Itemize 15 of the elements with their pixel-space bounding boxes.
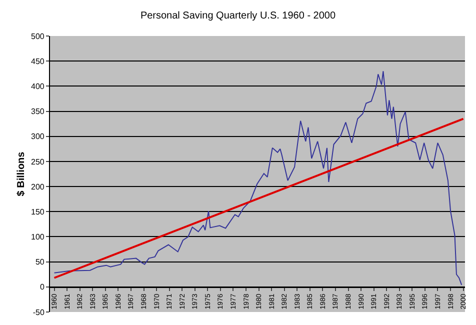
y-tick-label: 500 (31, 32, 45, 41)
y-tick-label: 150 (31, 207, 45, 216)
y-tick-label: 450 (31, 56, 45, 66)
y-tick-label: -50 (32, 308, 45, 317)
y-tick-label: 350 (31, 107, 45, 116)
chart-title: Personal Saving Quarterly U.S. 1960 - 2000 (140, 10, 336, 22)
y-tick-label: 200 (31, 182, 45, 192)
line-series (54, 70, 462, 286)
y-tick-label: 0 (40, 282, 45, 292)
y-tick-label: 250 (31, 157, 45, 166)
y-tick-label: 100 (31, 232, 45, 242)
y-tick-label: 400 (31, 82, 45, 91)
y-tick-label: 300 (31, 132, 45, 142)
y-tick-label: 50 (35, 258, 45, 267)
y-axis-title: $ Billions (16, 151, 28, 196)
